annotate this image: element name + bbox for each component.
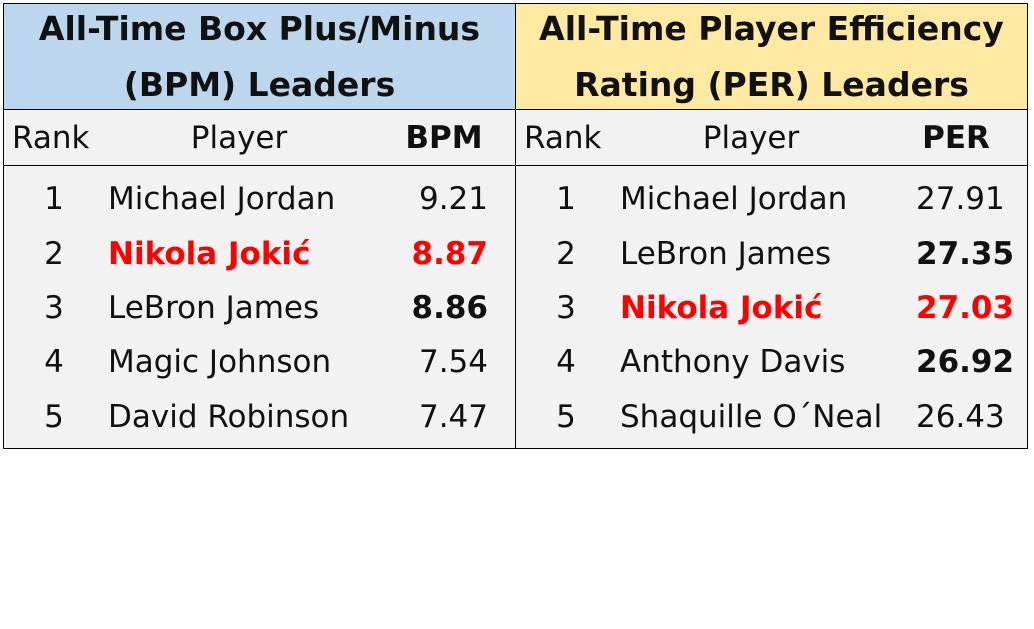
per-row-rank: 2	[556, 235, 576, 272]
bpm-header-player: Player	[190, 119, 288, 156]
per-table-header: Rank Player PER	[516, 110, 1027, 166]
per-row-player: Nikola Jokić	[620, 289, 823, 326]
leaderboard-tables: All-Time Box Plus/Minus (BPM) Leaders Ra…	[3, 3, 1028, 449]
per-header-value: PER	[922, 119, 990, 156]
bpm-row-rank: 1	[44, 181, 64, 218]
per-header-player: Player	[702, 119, 800, 156]
per-table-row: 2 LeBron James 27.35	[516, 226, 1027, 280]
per-row-value: 27.03	[916, 289, 1015, 326]
per-row-value: 26.92	[916, 344, 1015, 381]
per-header-rank: Rank	[524, 119, 602, 156]
per-row-player: Michael Jordan	[620, 181, 848, 218]
per-row-rank: 4	[556, 344, 576, 381]
bpm-table: All-Time Box Plus/Minus (BPM) Leaders Ra…	[4, 4, 516, 448]
per-table-row: 1 Michael Jordan 27.91	[516, 172, 1027, 226]
bpm-row-rank: 2	[44, 235, 64, 272]
bpm-table-rows: 1 Michael Jordan 9.21 2 Nikola Jokić 8.87 3 LeB…	[4, 166, 515, 448]
bpm-table-row: 1 Michael Jordan 9.21	[4, 172, 515, 226]
per-table-row: 3 Nikola Jokić 27.03	[516, 281, 1027, 335]
bpm-row-rank: 5	[44, 398, 64, 435]
per-table-rows: 1 Michael Jordan 27.91 2 LeBron James 27.35 3 N…	[516, 166, 1027, 448]
bpm-row-value: 8.86	[411, 289, 489, 326]
bpm-row-player: Michael Jordan	[108, 181, 336, 218]
bpm-row-rank: 4	[44, 344, 64, 381]
bpm-table-row: 5 David Robinson 7.47	[4, 390, 515, 444]
per-row-rank: 5	[556, 398, 576, 435]
bpm-row-player: Nikola Jokić	[108, 235, 311, 272]
bpm-header-rank: Rank	[12, 119, 90, 156]
per-row-value: 27.91	[916, 181, 1005, 218]
per-row-player: Shaquille O´Neal	[620, 398, 883, 435]
per-row-player: LeBron James	[620, 235, 832, 272]
bpm-table-row: 3 LeBron James 8.86	[4, 281, 515, 335]
bpm-row-rank: 3	[44, 289, 64, 326]
bpm-table-title: All-Time Box Plus/Minus (BPM) Leaders	[4, 4, 515, 110]
bpm-table-header: Rank Player BPM	[4, 110, 515, 166]
bpm-row-value: 7.47	[418, 398, 488, 435]
bpm-row-player: David Robinson	[108, 398, 350, 435]
per-table-row: 4 Anthony Davis 26.92	[516, 335, 1027, 389]
bpm-row-player: LeBron James	[108, 289, 320, 326]
bpm-table-row: 2 Nikola Jokić 8.87	[4, 226, 515, 280]
per-row-rank: 1	[556, 181, 576, 218]
per-row-value: 27.35	[916, 235, 1015, 272]
per-table: All-Time Player Efficiency Rating (PER) …	[516, 4, 1027, 448]
bpm-header-value: BPM	[405, 119, 483, 156]
bpm-row-value: 9.21	[418, 181, 488, 218]
per-row-player: Anthony Davis	[620, 344, 846, 381]
per-row-value: 26.43	[916, 398, 1005, 435]
bpm-row-value: 7.54	[418, 344, 488, 381]
per-table-title: All-Time Player Efficiency Rating (PER) …	[516, 4, 1027, 110]
bpm-table-row: 4 Magic Johnson 7.54	[4, 335, 515, 389]
bpm-row-player: Magic Johnson	[108, 344, 332, 381]
per-row-rank: 3	[556, 289, 576, 326]
per-table-row: 5 Shaquille O´Neal 26.43	[516, 390, 1027, 444]
bpm-row-value: 8.87	[411, 235, 489, 272]
